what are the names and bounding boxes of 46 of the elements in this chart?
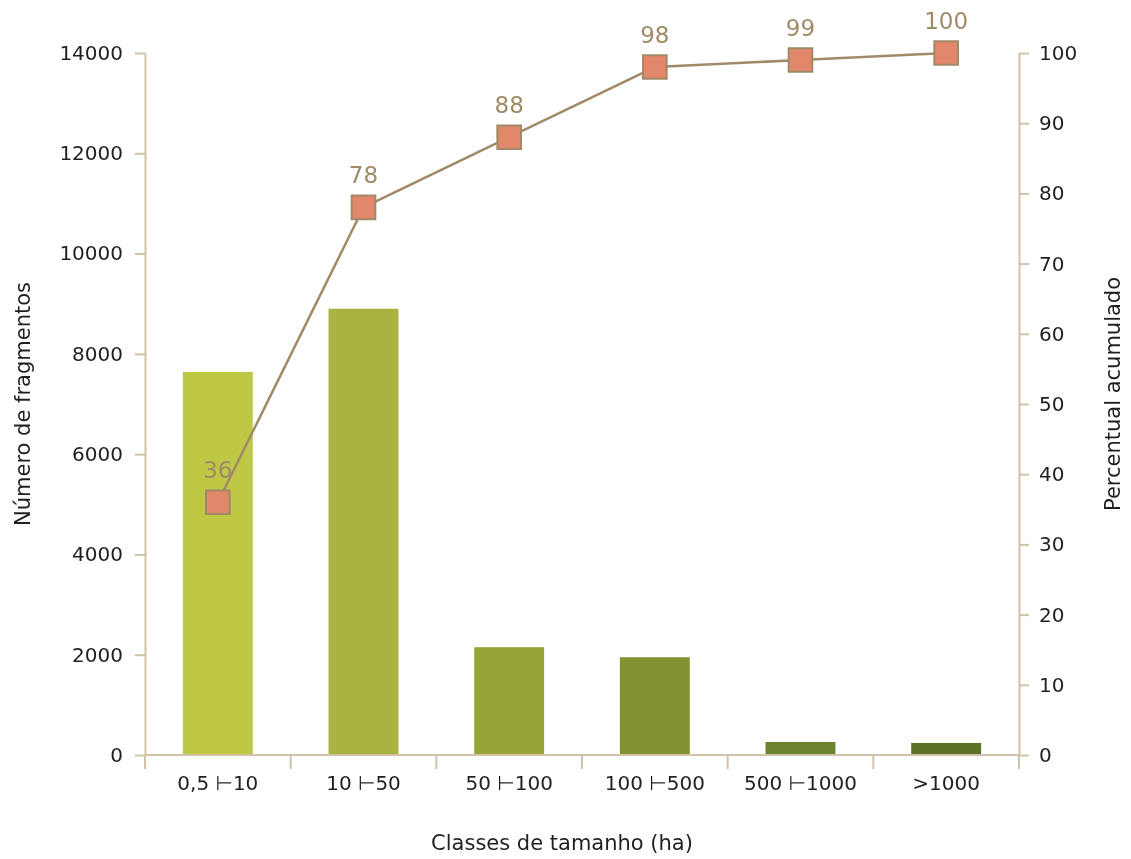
- data-label: 98: [640, 22, 670, 49]
- y2-tick-label: 50: [1039, 391, 1065, 416]
- data-label: 99: [785, 15, 816, 42]
- y2-tick-label: 40: [1039, 462, 1065, 487]
- y-tick-label: 6000: [72, 442, 123, 467]
- y2-tick-label: 20: [1039, 602, 1065, 627]
- bar: [328, 308, 399, 755]
- data-label: 36: [203, 457, 233, 484]
- bar: [474, 647, 545, 755]
- point: [933, 40, 959, 66]
- data-label: 88: [494, 92, 524, 119]
- point: [496, 124, 522, 151]
- y2-tick-label: 100: [1039, 40, 1078, 65]
- bar: [619, 657, 690, 755]
- x-tick-label: >1000: [912, 771, 980, 795]
- x-tick-label: 0,5 ⊢10: [177, 771, 259, 795]
- y2-tick-label: 30: [1039, 532, 1065, 557]
- y-axis-title: Número de fragmentos: [11, 282, 35, 526]
- point: [350, 194, 377, 221]
- x-tick-label: 50 ⊢100: [465, 771, 553, 795]
- bar: [182, 371, 253, 755]
- y-tick-label: 10000: [59, 241, 123, 266]
- point: [642, 54, 668, 80]
- y-tick-label: 2000: [72, 642, 123, 667]
- y2-axis-title: Percentual acumulado: [1101, 276, 1125, 512]
- y2-tick-label: 80: [1039, 181, 1065, 206]
- data-label: 100: [924, 8, 969, 34]
- x-tick-label: 500 ⊢1000: [744, 771, 857, 795]
- bar: [911, 742, 982, 755]
- y-tick-label: 8000: [72, 341, 123, 366]
- x-axis-title: Classes de tamanho (ha): [431, 831, 693, 855]
- y2-tick-label: 90: [1039, 111, 1065, 136]
- data-label: 78: [348, 162, 379, 189]
- y2-tick-label: 70: [1039, 251, 1065, 276]
- y2-tick-label: 0: [1039, 742, 1052, 767]
- x-tick-label: 10 ⊢50: [326, 771, 401, 795]
- y-tick-label: 14000: [59, 40, 123, 65]
- y-tick-label: 4000: [72, 542, 123, 567]
- x-tick-label: 100 ⊢500: [604, 771, 705, 795]
- y2-tick-label: 10: [1039, 672, 1065, 697]
- y-tick-label: 0: [110, 742, 123, 767]
- y2-tick-label: 60: [1039, 321, 1065, 346]
- point: [787, 47, 814, 73]
- y-tick-label: 12000: [59, 141, 123, 166]
- point: [205, 489, 231, 516]
- bar: [765, 741, 836, 755]
